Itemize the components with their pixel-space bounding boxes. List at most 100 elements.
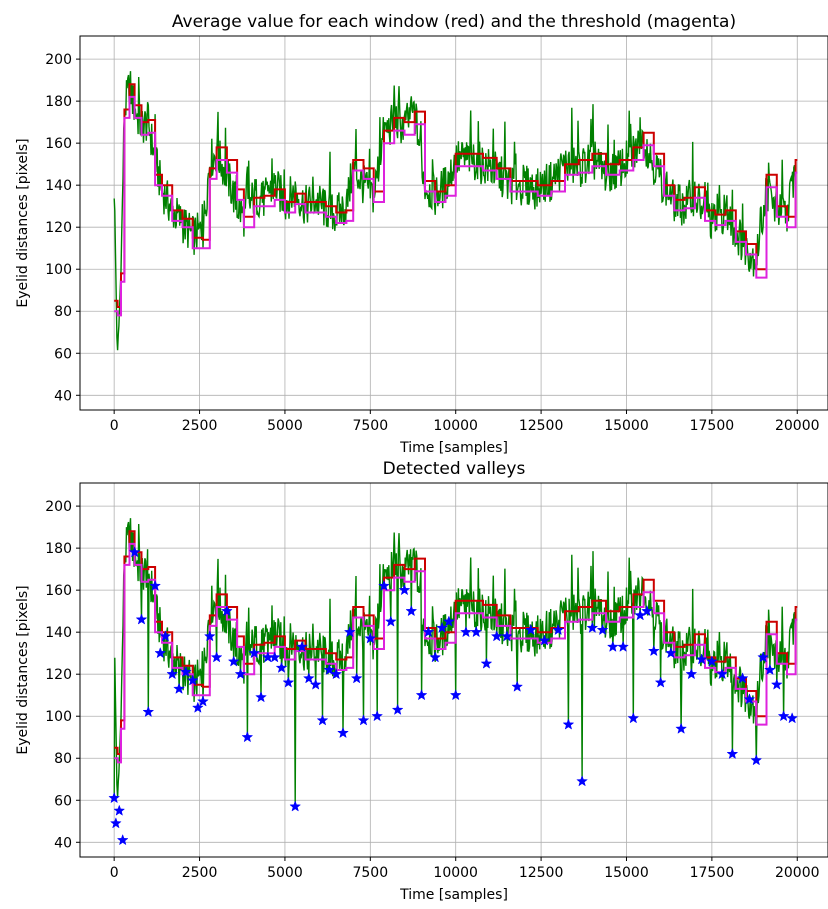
y-tick-label: 120 <box>45 667 72 683</box>
valley-marker <box>460 625 472 638</box>
y-tick-label: 40 <box>54 388 72 404</box>
valley-marker <box>436 621 448 634</box>
valley-marker <box>422 625 435 638</box>
valley-marker <box>166 667 179 680</box>
plot-area <box>113 71 798 351</box>
y-tick-label: 60 <box>54 793 72 809</box>
valley-marker <box>323 663 336 676</box>
valley-marker <box>705 655 718 667</box>
valley-marker <box>770 678 783 690</box>
x-tick-label: 2500 <box>182 418 218 434</box>
y-tick-label: 120 <box>45 220 72 236</box>
x-tick-label: 7500 <box>352 418 388 434</box>
valley-marker <box>149 579 162 591</box>
valley-marker <box>606 640 619 652</box>
threshold-step-line <box>114 95 798 317</box>
y-tick-label: 140 <box>45 625 72 641</box>
chart-title: Average value for each window (red) and … <box>172 12 736 32</box>
y-tick-label: 100 <box>45 709 72 725</box>
valley-marker <box>786 712 799 724</box>
valley-marker <box>197 695 209 707</box>
y-tick-label: 160 <box>45 583 72 599</box>
valley-marker <box>142 705 155 718</box>
valley-marker <box>203 630 216 642</box>
plot-area <box>108 518 799 846</box>
valley-marker <box>627 712 640 724</box>
valley-marker <box>777 710 790 722</box>
valley-marker <box>664 646 677 659</box>
valley-marker <box>442 615 455 627</box>
valley-marker <box>617 640 629 652</box>
valley-marker <box>764 663 776 676</box>
valley-marker <box>480 657 493 669</box>
valley-marker <box>268 651 281 663</box>
average-step-line <box>114 530 798 755</box>
x-tick-label: 2500 <box>182 865 218 881</box>
y-axis-label: Eyelid distances [pixels] <box>15 138 31 307</box>
y-axis-label: Eyelid distances [pixels] <box>15 585 31 754</box>
valley-marker <box>405 604 418 617</box>
threshold-step-line <box>114 542 798 764</box>
valley-marker <box>743 693 756 705</box>
valley-marker <box>685 667 698 680</box>
valley-marker <box>191 701 204 713</box>
valley-marker <box>562 718 575 730</box>
y-tick-label: 80 <box>54 751 72 767</box>
valley-marker <box>282 676 295 688</box>
valley-marker <box>330 667 343 680</box>
valley-marker <box>470 625 483 638</box>
valley-marker <box>241 731 254 743</box>
valley-marker <box>391 703 404 715</box>
y-tick-label: 180 <box>45 94 72 110</box>
valley-marker <box>302 672 315 684</box>
x-tick-label: 10000 <box>433 865 478 881</box>
valley-marker <box>309 678 322 690</box>
valley-marker <box>350 672 363 684</box>
valley-marker <box>316 714 329 726</box>
x-tick-label: 20000 <box>775 865 820 881</box>
valley-marker <box>384 615 397 627</box>
valley-marker <box>154 646 167 659</box>
valley-marker <box>109 817 122 829</box>
valley-marker <box>275 661 288 673</box>
valley-marker <box>357 714 370 726</box>
y-tick-label: 200 <box>45 499 72 515</box>
x-axis-label: Time [samples] <box>399 440 508 456</box>
y-tick-label: 40 <box>54 835 72 851</box>
x-tick-label: 5000 <box>267 865 303 881</box>
x-tick-label: 0 <box>110 865 119 881</box>
x-tick-label: 12500 <box>519 418 564 434</box>
average-step-line <box>114 83 798 308</box>
valley-marker <box>135 613 148 625</box>
valley-marker <box>371 710 384 722</box>
valley-marker <box>449 688 462 701</box>
valley-marker <box>113 804 126 816</box>
valley-marker <box>255 691 267 703</box>
y-tick-label: 180 <box>45 541 72 557</box>
valley-marker <box>695 653 708 665</box>
valley-marker <box>415 688 428 701</box>
valley-marker <box>210 651 223 663</box>
x-axis-label: Time [samples] <box>399 887 508 903</box>
valley-marker <box>552 623 565 636</box>
valley-marker <box>524 623 537 636</box>
valley-marker <box>586 621 599 634</box>
valley-marker <box>234 667 247 680</box>
chart-title: Detected valleys <box>383 459 526 479</box>
x-tick-label: 12500 <box>519 865 564 881</box>
valley-marker <box>490 630 503 642</box>
valley-marker <box>596 623 609 636</box>
valley-marker <box>296 640 308 652</box>
y-tick-label: 60 <box>54 346 72 362</box>
valley-marker <box>159 630 172 642</box>
valley-marker <box>398 583 411 596</box>
x-tick-label: 15000 <box>604 865 649 881</box>
valley-marker <box>511 680 524 692</box>
valley-marker <box>128 546 141 558</box>
valley-marker <box>429 651 442 663</box>
valley-marker <box>736 672 749 684</box>
bottom-chart: 0 2500 5000 7500 10000 12500 15000 17500 20000 40… <box>15 459 828 903</box>
valley-marker <box>716 667 729 680</box>
valley-marker <box>337 726 349 739</box>
